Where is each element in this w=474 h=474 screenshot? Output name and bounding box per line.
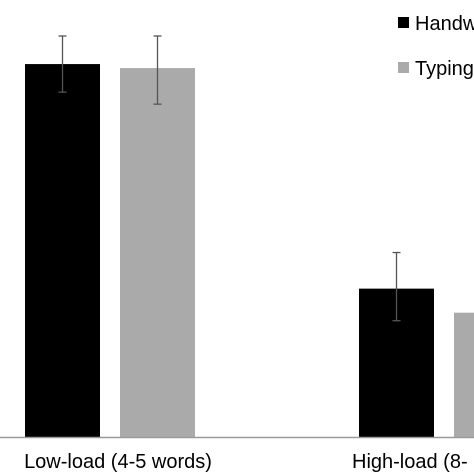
error-bar-series-0-category-1 [392, 251, 401, 322]
error-bar-series-0-category-0 [58, 35, 67, 93]
error-bars-group [58, 35, 401, 322]
legend-label-handwriting: Handw [415, 13, 474, 35]
bar-series-1-category-1 [454, 312, 474, 437]
legend-swatch-handwriting [398, 17, 409, 28]
legend: Handw Typing [398, 13, 474, 80]
bars-group [25, 64, 474, 437]
bar-series-1-category-0 [120, 68, 195, 437]
legend-swatch-typing [398, 62, 409, 73]
legend-label-typing: Typing [415, 58, 474, 80]
bar-series-0-category-0 [25, 64, 100, 437]
category-label-low-load: Low-load (4-5 words) [24, 451, 212, 473]
category-label-high-load: High-load (8- [352, 451, 468, 473]
error-bar-series-1-category-0 [153, 35, 162, 105]
